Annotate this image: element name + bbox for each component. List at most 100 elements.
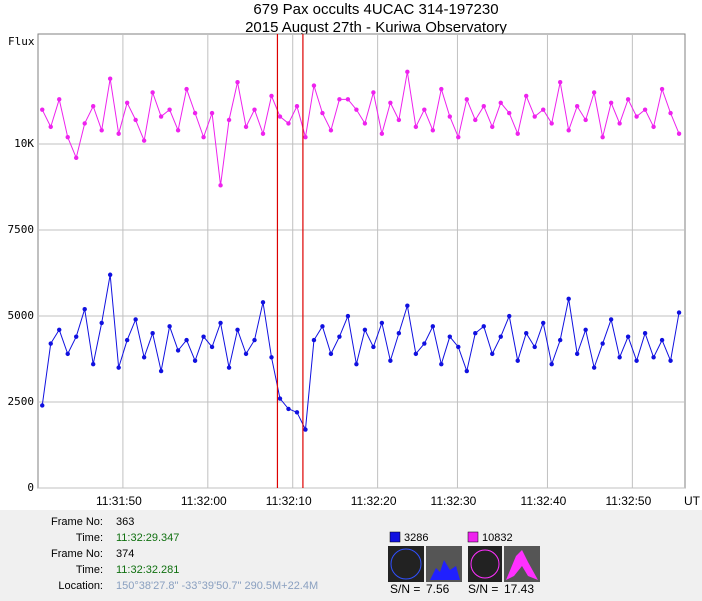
data-point [65, 351, 70, 357]
data-point [252, 337, 257, 343]
data-point [65, 134, 70, 140]
chart-title: 679 Pax occults 4UCAC 314-197230 [253, 1, 498, 18]
color-swatch [389, 531, 401, 543]
data-point [57, 327, 62, 332]
y-tick-label: 2500 [8, 395, 35, 408]
data-point [260, 300, 266, 305]
x-tick-label: 11:32:40 [521, 494, 567, 508]
data-point [107, 272, 113, 277]
data-point [90, 104, 96, 109]
data-point [48, 124, 53, 130]
data-point [311, 83, 317, 88]
sn-value: 17.43 [504, 582, 534, 596]
data-point [405, 303, 410, 308]
x-tick-label: 11:32:00 [181, 494, 227, 508]
data-point [158, 368, 164, 374]
data-point [600, 134, 605, 140]
data-point [659, 337, 665, 343]
data-point [608, 317, 614, 322]
data-point [405, 69, 410, 75]
y-tick-label: 7500 [8, 223, 35, 236]
data-point [354, 107, 359, 112]
field-value: 363 [116, 516, 135, 528]
data-point [337, 97, 342, 102]
field-value: 150°38'27.8" -33°39'50.7" 290.5M+22.4M [116, 580, 319, 592]
data-point [320, 110, 325, 116]
info-panel: Frame No: 363 Time: 11:32:29.347 Frame No: 37… [0, 510, 702, 601]
data-point [676, 310, 682, 315]
x-tick-label: 11:31:50 [96, 494, 142, 508]
data-point [583, 117, 588, 123]
data-point [464, 97, 469, 102]
data-point [90, 361, 96, 367]
data-point [557, 79, 563, 85]
data-point [574, 104, 580, 109]
data-point [362, 327, 368, 332]
data-point [371, 344, 376, 350]
data-point [430, 128, 436, 133]
y-tick-label: 0 [27, 481, 34, 494]
data-point [252, 107, 257, 112]
data-point [532, 114, 537, 119]
data-point [48, 341, 53, 346]
data-point [209, 110, 215, 116]
data-point [456, 134, 461, 140]
data-point [413, 124, 419, 130]
data-point [541, 320, 546, 326]
field-label: Time: [75, 532, 103, 544]
data-point [269, 93, 274, 99]
data-point [379, 131, 385, 136]
data-point [99, 320, 104, 326]
field-value: 374 [116, 548, 135, 560]
data-point [243, 124, 249, 130]
data-point [481, 324, 486, 329]
data-point [388, 100, 393, 105]
data-point [583, 327, 588, 332]
sn-label: S/N = [468, 582, 498, 596]
data-point [532, 344, 537, 350]
data-point [498, 100, 503, 105]
data-point [303, 134, 308, 140]
plot-frame [37, 33, 686, 489]
data-point [269, 355, 274, 360]
flux-readout: 10832 [482, 532, 513, 544]
chart: 679 Pax occults 4UCAC 314-197230 2015 Au… [0, 0, 702, 510]
data-point [642, 331, 648, 336]
data-point [277, 396, 283, 401]
data-point [218, 183, 223, 188]
data-point [651, 124, 656, 130]
data-point [150, 331, 155, 336]
x-tick-label: 11:32:10 [266, 494, 312, 508]
data-point [74, 155, 79, 161]
data-point [549, 121, 554, 126]
x-axis-label: UT [684, 494, 701, 508]
chart-subtitle: 2015 August 27th - Kuriwa Observatory [245, 19, 507, 36]
data-point [515, 358, 520, 363]
data-point [439, 86, 444, 92]
data-point [82, 306, 87, 312]
data-point [566, 296, 571, 302]
data-point [184, 86, 189, 92]
data-point [277, 114, 283, 119]
data-point [617, 121, 622, 126]
data-point [676, 131, 682, 136]
data-point [328, 128, 334, 133]
data-point [439, 361, 444, 367]
data-point [617, 355, 622, 360]
data-point [447, 114, 453, 119]
data-point [507, 110, 512, 116]
data-point [591, 90, 597, 95]
data-point [600, 341, 605, 346]
data-point [286, 406, 291, 412]
field-value: 11:32:29.347 [116, 532, 180, 544]
data-point [124, 100, 130, 105]
data-point [507, 313, 512, 319]
data-point [320, 324, 325, 329]
data-point [396, 117, 402, 123]
data-point [371, 90, 376, 95]
data-point [141, 355, 147, 360]
data-point [184, 337, 189, 343]
thumbnails [388, 546, 540, 582]
data-point [413, 351, 419, 357]
